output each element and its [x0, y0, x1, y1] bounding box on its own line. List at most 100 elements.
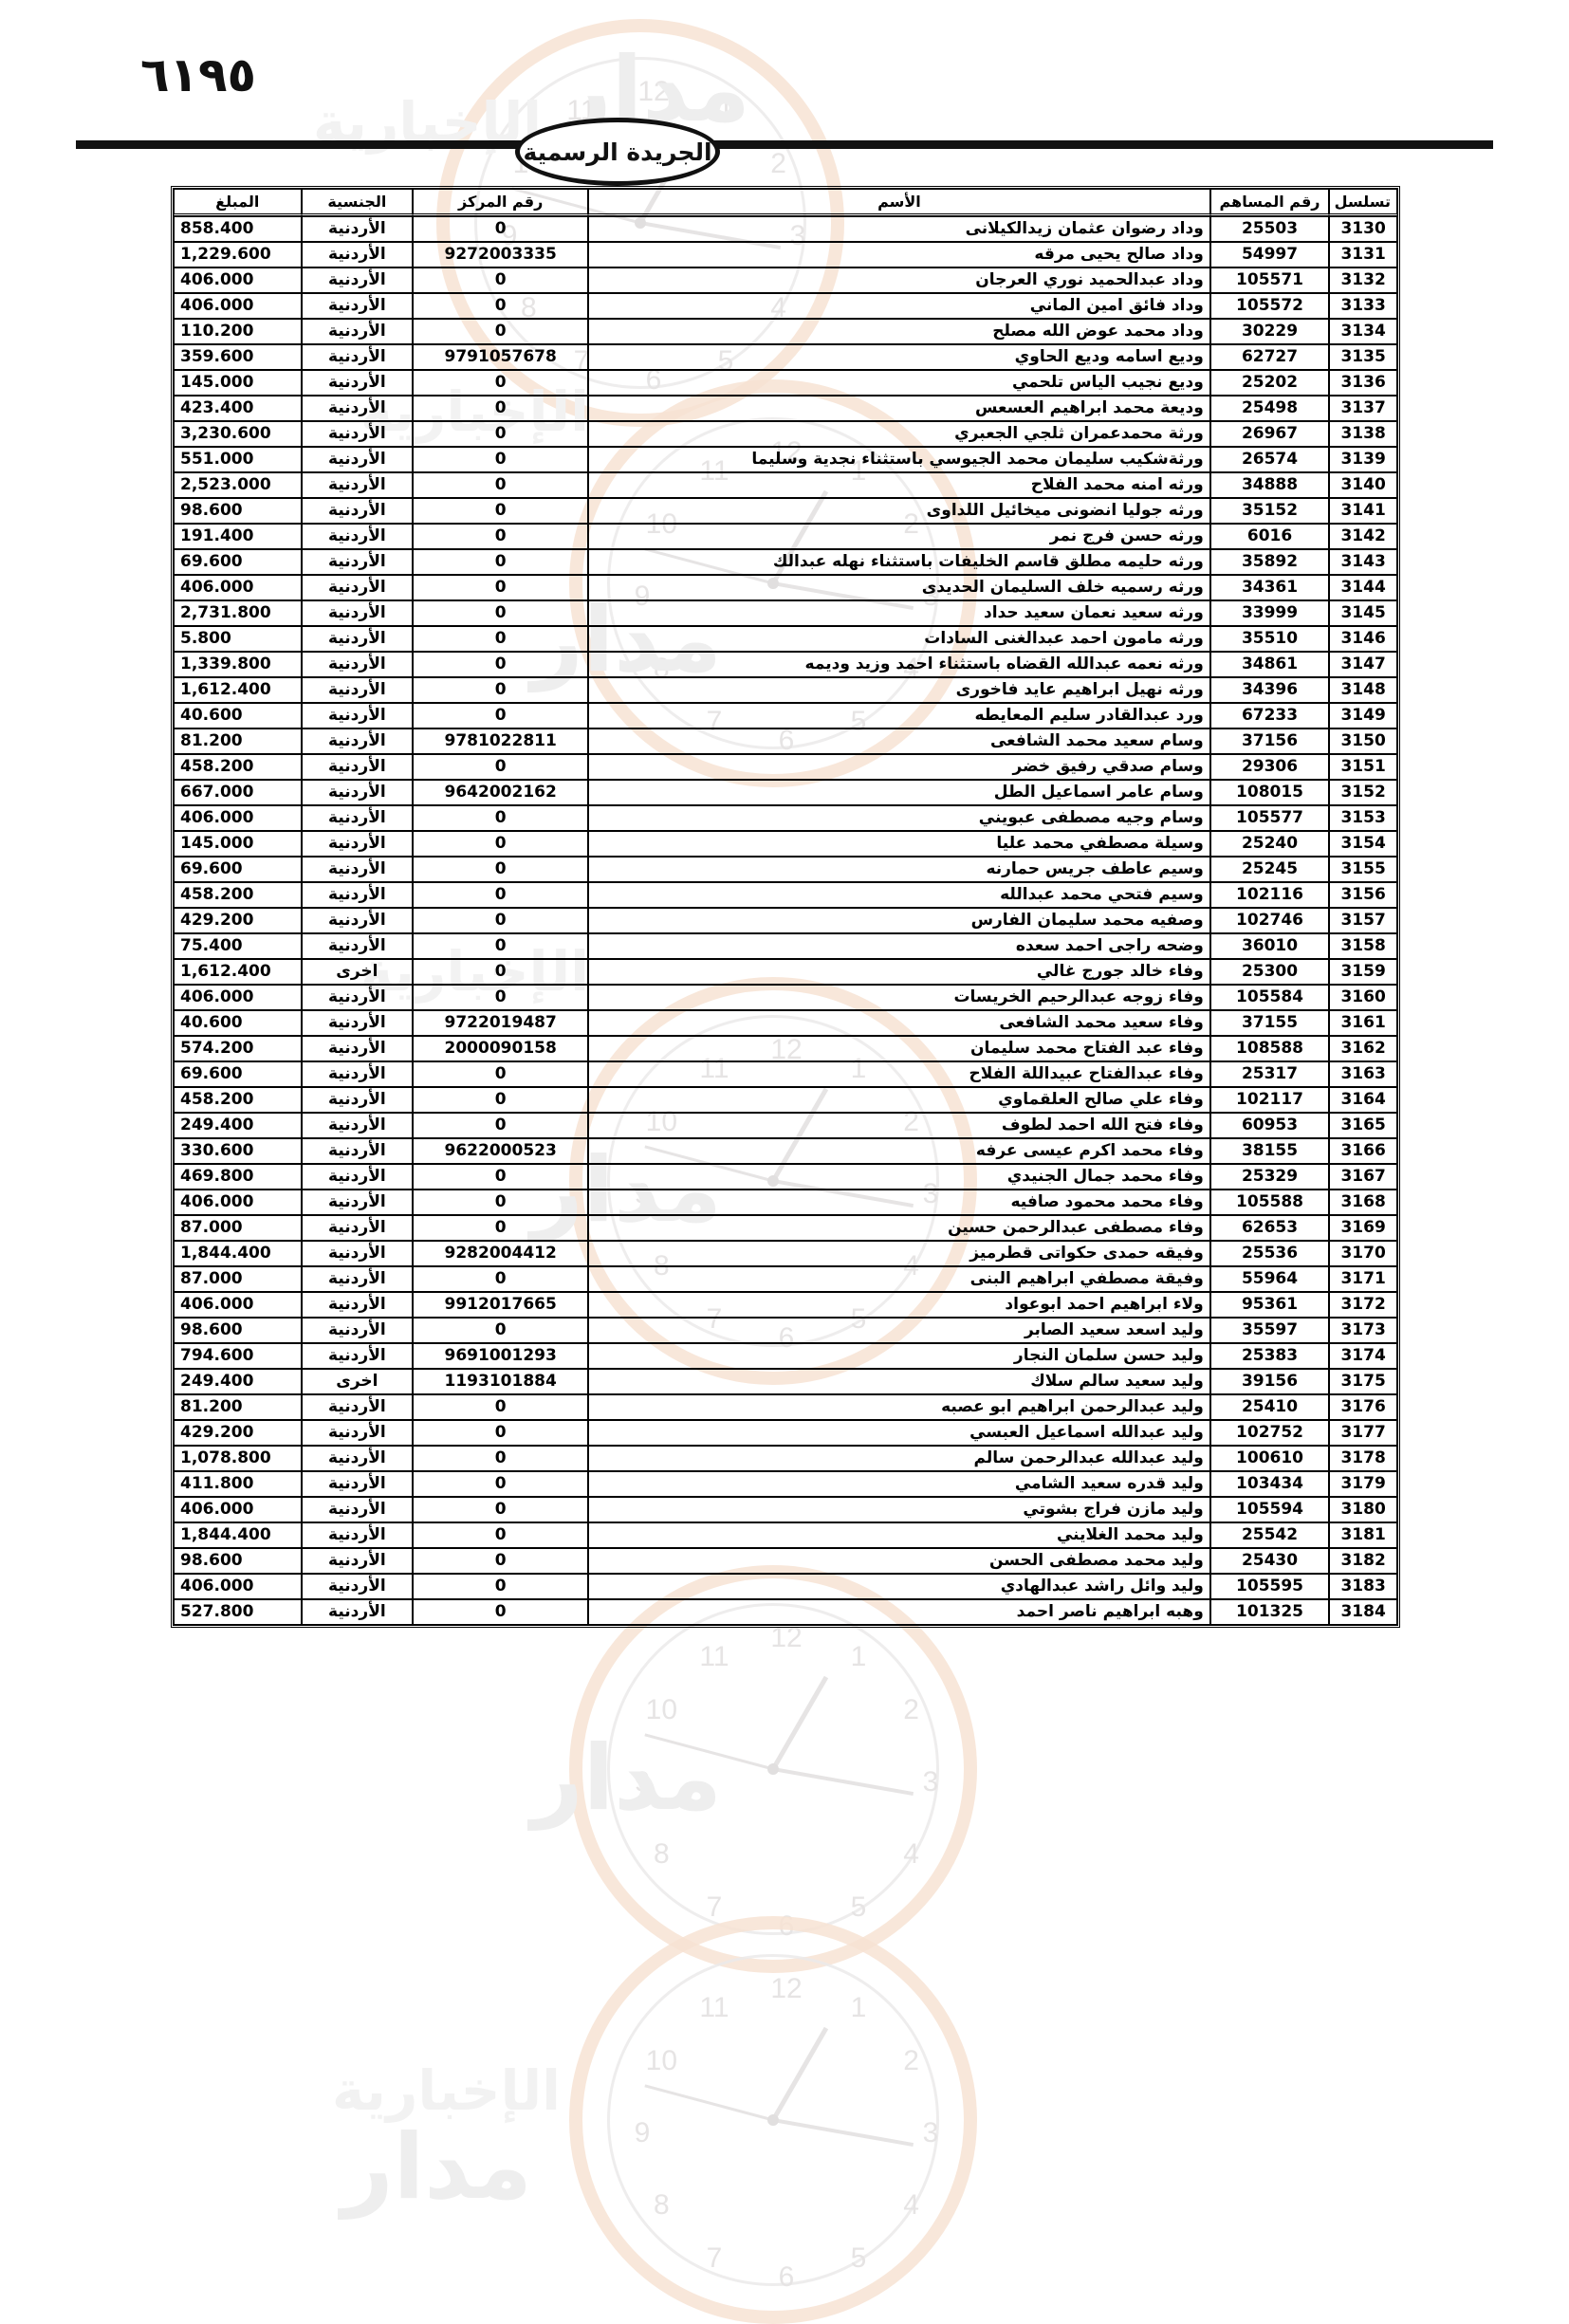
- table-cell-name: ورثه جوليا انضونى ميخائيل اللداوى: [588, 498, 1210, 524]
- table-cell-center-no: 0: [413, 1318, 589, 1343]
- table-cell-center-no: 1193101884: [413, 1369, 589, 1394]
- table-cell-name: وليد محمد الغلايني: [588, 1522, 1210, 1548]
- table-cell-name: وفاء عبد الفتاح محمد سليمان: [588, 1036, 1210, 1061]
- table-cell-sequence: 3133: [1329, 293, 1397, 319]
- table-cell-center-no: 9282004412: [413, 1241, 589, 1266]
- table-cell-nationality: الأردنية: [301, 1548, 414, 1574]
- table-cell-center-no: 0: [413, 524, 589, 549]
- watermark-clock-numeral: 8: [654, 2189, 670, 2221]
- table-cell-sequence: 3157: [1329, 908, 1397, 933]
- table-cell-center-no: 0: [413, 600, 589, 626]
- table-cell-member-no: 38155: [1209, 1138, 1330, 1164]
- table-cell-amount: 411.800: [174, 1471, 302, 1497]
- table-cell-member-no: 39156: [1209, 1369, 1330, 1394]
- table-cell-amount: 406.000: [174, 1574, 302, 1599]
- table-cell-member-no: 102746: [1209, 908, 1330, 933]
- table-cell-member-no: 25245: [1209, 857, 1330, 882]
- table-cell-nationality: الأردنية: [301, 524, 414, 549]
- table-cell-sequence: 3174: [1329, 1343, 1397, 1369]
- table-cell-name: وفيقة مصطفي ابراهيم البنى: [588, 1266, 1210, 1292]
- table-row: 3180 105594 وليد مازن فراج بشوتي 0 الأردنية 4…: [174, 1497, 1397, 1522]
- table-cell-center-no: 9642002162: [413, 780, 589, 805]
- table-cell-center-no: 0: [413, 703, 589, 729]
- table-cell-member-no: 25542: [1209, 1522, 1330, 1548]
- table-cell-nationality: الأردنية: [301, 805, 414, 831]
- shareholders-table: تسلسل رقم المساهم الأسم رقم المركز الجنس…: [171, 186, 1400, 1628]
- table-cell-center-no: 0: [413, 370, 589, 396]
- table-cell-amount: 858.400: [174, 216, 302, 242]
- watermark-clock-numeral: 2: [903, 2045, 919, 2076]
- table-cell-name: ورثه امنه محمد الفلاح: [588, 472, 1210, 498]
- table-cell-member-no: 33999: [1209, 600, 1330, 626]
- table-cell-sequence: 3158: [1329, 933, 1397, 959]
- table-cell-amount: 406.000: [174, 805, 302, 831]
- table-cell-member-no: 62653: [1209, 1215, 1330, 1241]
- table-cell-amount: 458.200: [174, 754, 302, 780]
- watermark-clock-numeral: 5: [850, 1891, 867, 1923]
- table-row: 3159 25300 وفاء خالد جورج غالي 0 اخرى 1,612.4…: [174, 959, 1397, 985]
- watermark-clock-numeral: 11: [699, 1641, 729, 1673]
- table-cell-name: وليد اسعد سعيد الصابر: [588, 1318, 1210, 1343]
- table-cell-sequence: 3180: [1329, 1497, 1397, 1522]
- table-row: 3143 35892 ورثه حليمه مطلق قاسم الخليفات ب…: [174, 549, 1397, 575]
- table-cell-amount: 406.000: [174, 1497, 302, 1522]
- table-cell-member-no: 102117: [1209, 1087, 1330, 1113]
- table-cell-amount: 145.000: [174, 370, 302, 396]
- table-cell-member-no: 55964: [1209, 1266, 1330, 1292]
- table-cell-amount: 330.600: [174, 1138, 302, 1164]
- table-cell-nationality: الأردنية: [301, 857, 414, 882]
- table-cell-sequence: 3169: [1329, 1215, 1397, 1241]
- table-cell-sequence: 3135: [1329, 344, 1397, 370]
- table-cell-center-no: 0: [413, 1599, 589, 1625]
- watermark-clock-numeral: 5: [850, 2241, 867, 2274]
- table-cell-nationality: الأردنية: [301, 677, 414, 703]
- table-cell-amount: 1,612.400: [174, 959, 302, 985]
- table-cell-member-no: 26967: [1209, 421, 1330, 447]
- table-cell-member-no: 30229: [1209, 319, 1330, 344]
- table-cell-member-no: 25430: [1209, 1548, 1330, 1574]
- watermark-clock-face: [607, 1954, 939, 2286]
- table-row: 3156 102116 وسيم فتحي محمد عبدالله 0 الأردني…: [174, 882, 1397, 908]
- page-number: ٦١٩٥: [140, 47, 257, 102]
- table-cell-sequence: 3161: [1329, 1010, 1397, 1036]
- table-cell-center-no: 9622000523: [413, 1138, 589, 1164]
- watermark-clock-hand: [770, 1675, 829, 1771]
- table-cell-nationality: الأردنية: [301, 1036, 414, 1061]
- table-cell-member-no: 25240: [1209, 831, 1330, 857]
- table-cell-member-no: 101325: [1209, 1599, 1330, 1625]
- watermark-clock-numeral: 6: [778, 2261, 795, 2293]
- table-cell-member-no: 25317: [1209, 1061, 1330, 1087]
- table-row: 3169 62653 وفاء مصطفى عبدالرحمن حسين 0 الأرد…: [174, 1215, 1397, 1241]
- table-row: 3183 105595 وليد وائل راشد عبدالهادي 0 الأرد…: [174, 1574, 1397, 1599]
- table-row: 3174 25383 وليد حسن سلمان النجار 9691001293…: [174, 1343, 1397, 1369]
- table-cell-amount: 458.200: [174, 882, 302, 908]
- table-cell-name: ورد عبدالقادر سليم المعايطه: [588, 703, 1210, 729]
- table-cell-member-no: 60953: [1209, 1113, 1330, 1138]
- table-cell-center-no: 0: [413, 293, 589, 319]
- table-row: 3175 39156 وليد سعيد سالم سلاك 1193101884 اخ…: [174, 1369, 1397, 1394]
- table-cell-sequence: 3172: [1329, 1292, 1397, 1318]
- table-row: 3170 25536 وفيقه حمدى حكواتى قطرميز 9282004…: [174, 1241, 1397, 1266]
- table-cell-name: وفيقه حمدى حكواتى قطرميز: [588, 1241, 1210, 1266]
- table-cell-name: وفاء محمد جمال الجنيدي: [588, 1164, 1210, 1190]
- table-cell-name: وديع نجيب الياس تلحمي: [588, 370, 1210, 396]
- table-cell-member-no: 25383: [1209, 1343, 1330, 1369]
- table-cell-nationality: الأردنية: [301, 933, 414, 959]
- table-cell-amount: 69.600: [174, 1061, 302, 1087]
- table-cell-sequence: 3182: [1329, 1548, 1397, 1574]
- table-cell-amount: 1,844.400: [174, 1241, 302, 1266]
- table-cell-name: وليد عبدالرحمن ابراهيم ابو عصبه: [588, 1394, 1210, 1420]
- table-row: 3178 100610 وليد عبدالله عبدالرحمن سالم 0 ال…: [174, 1446, 1397, 1471]
- table-cell-member-no: 35510: [1209, 626, 1330, 652]
- table-cell-member-no: 25329: [1209, 1164, 1330, 1190]
- table-cell-member-no: 6016: [1209, 524, 1330, 549]
- table-cell-nationality: الأردنية: [301, 1061, 414, 1087]
- table-row: 3140 34888 ورثه امنه محمد الفلاح 0 الأردنية 2…: [174, 472, 1397, 498]
- table-row: 3135 62727 وديع اسامه وديع الحاوي 979105767…: [174, 344, 1397, 370]
- table-cell-sequence: 3173: [1329, 1318, 1397, 1343]
- watermark-clock-numeral: 11: [699, 1992, 729, 2024]
- table-cell-name: وداد عبدالحميد نوري العرجان: [588, 267, 1210, 293]
- watermark-clock-numeral: 10: [645, 1694, 678, 1725]
- table-cell-sequence: 3152: [1329, 780, 1397, 805]
- watermark-clock-numeral: 7: [706, 2241, 723, 2274]
